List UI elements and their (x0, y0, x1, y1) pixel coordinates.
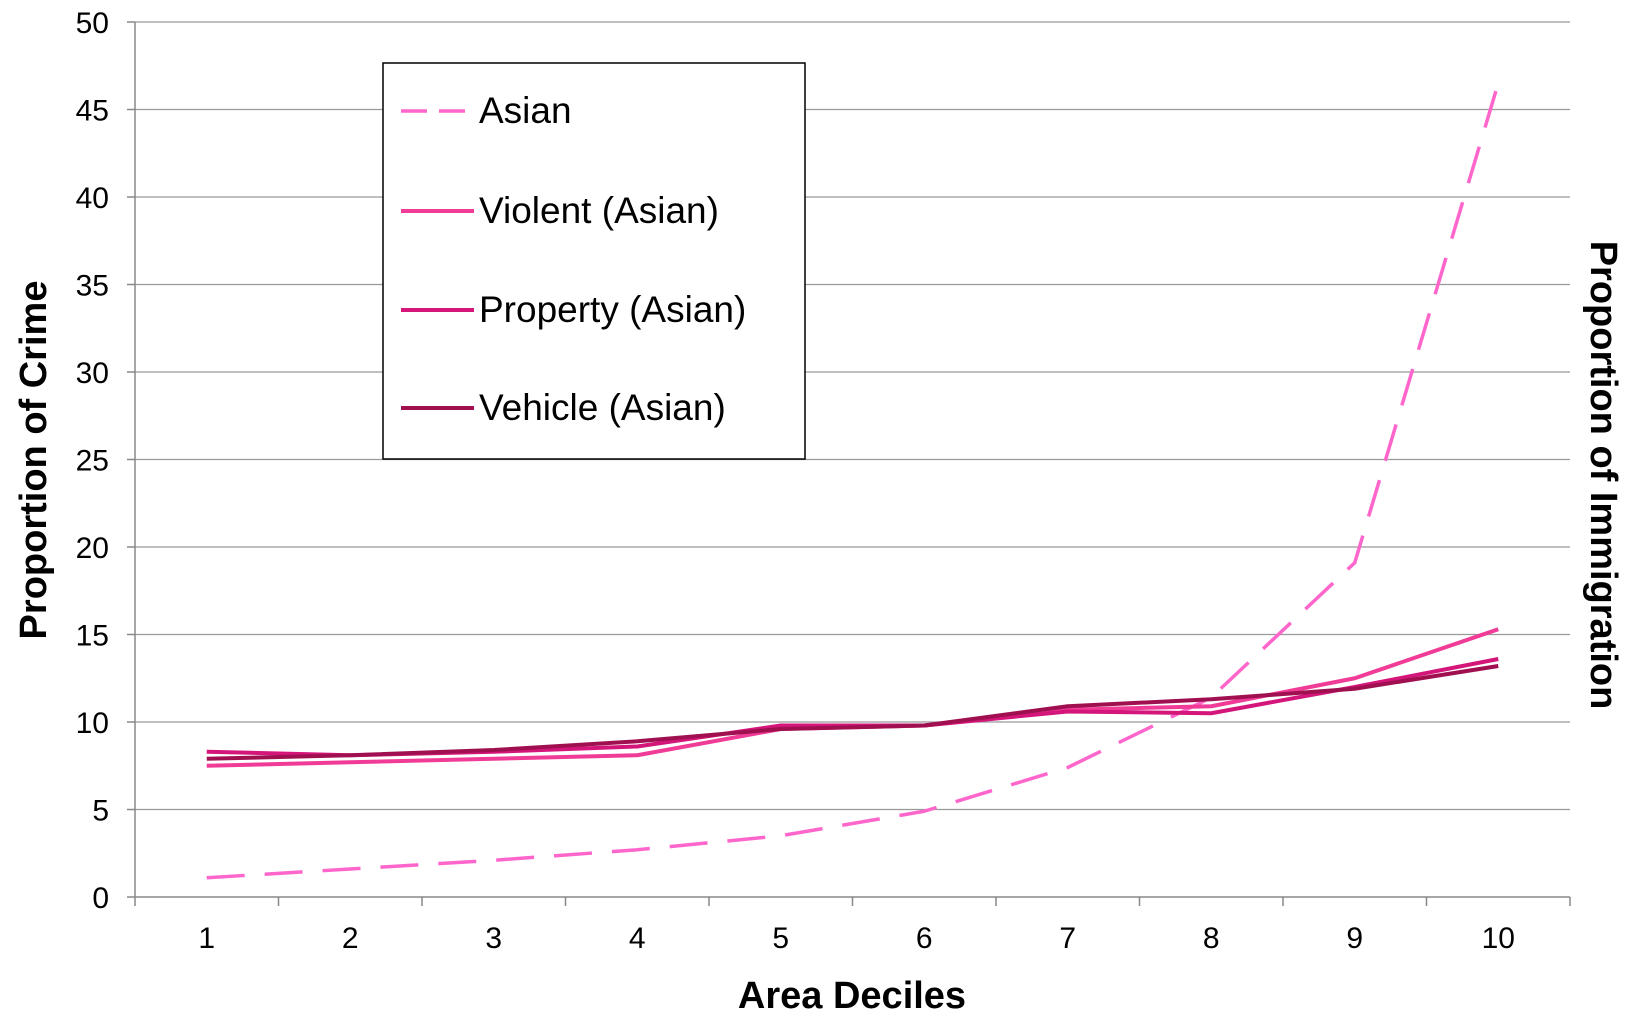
series-line-3 (206, 664, 1499, 761)
series-line-2 (206, 657, 1499, 758)
y-tick-label: 20 (76, 532, 109, 565)
y-tick-label: 50 (76, 7, 109, 40)
legend-label: Violent (Asian) (479, 190, 719, 231)
y-tick-label: 35 (76, 270, 109, 303)
y-tick-label: 15 (76, 620, 109, 653)
x-axis-title: Area Deciles (738, 975, 966, 1014)
y-tick-label: 10 (76, 707, 109, 740)
legend-label: Vehicle (Asian) (479, 387, 726, 428)
x-tick-label: 10 (1482, 922, 1515, 955)
y2-axis-title: Proportion of Immigration (1582, 241, 1624, 710)
y-tick-label: 25 (76, 445, 109, 478)
x-tick-label: 2 (342, 922, 359, 955)
y-tick-label: 0 (92, 882, 109, 915)
x-tick-label: 5 (772, 922, 789, 955)
x-tick-label: 7 (1059, 922, 1076, 955)
y-axis-title: Proportion of Crime (13, 281, 55, 640)
x-tick-label: 3 (485, 922, 502, 955)
y-tick-label: 30 (76, 357, 109, 390)
gridlines (135, 21, 1570, 811)
y-tick-label: 5 (92, 795, 109, 828)
x-axis-ticks: 1 2 3 4 5 6 7 8 9 10 (134, 897, 1571, 955)
x-tick-label: 8 (1203, 922, 1220, 955)
x-tick-label: 4 (629, 922, 646, 955)
y-tick-label: 40 (76, 182, 109, 215)
series-line-0 (206, 82, 1500, 880)
y-axis-ticks: 0 5 10 15 20 25 30 35 40 45 50 (76, 7, 135, 915)
series-lines (206, 82, 1500, 880)
x-tick-label: 6 (916, 922, 933, 955)
legend: Asian Violent (Asian) Property (Asian) Vehi… (382, 62, 806, 460)
x-tick-label: 1 (198, 922, 215, 955)
legend-label: Property (Asian) (479, 289, 746, 330)
x-tick-label: 9 (1346, 922, 1363, 955)
y-tick-label: 45 (76, 95, 109, 128)
legend-box (382, 62, 806, 460)
legend-label: Asian (479, 90, 572, 131)
